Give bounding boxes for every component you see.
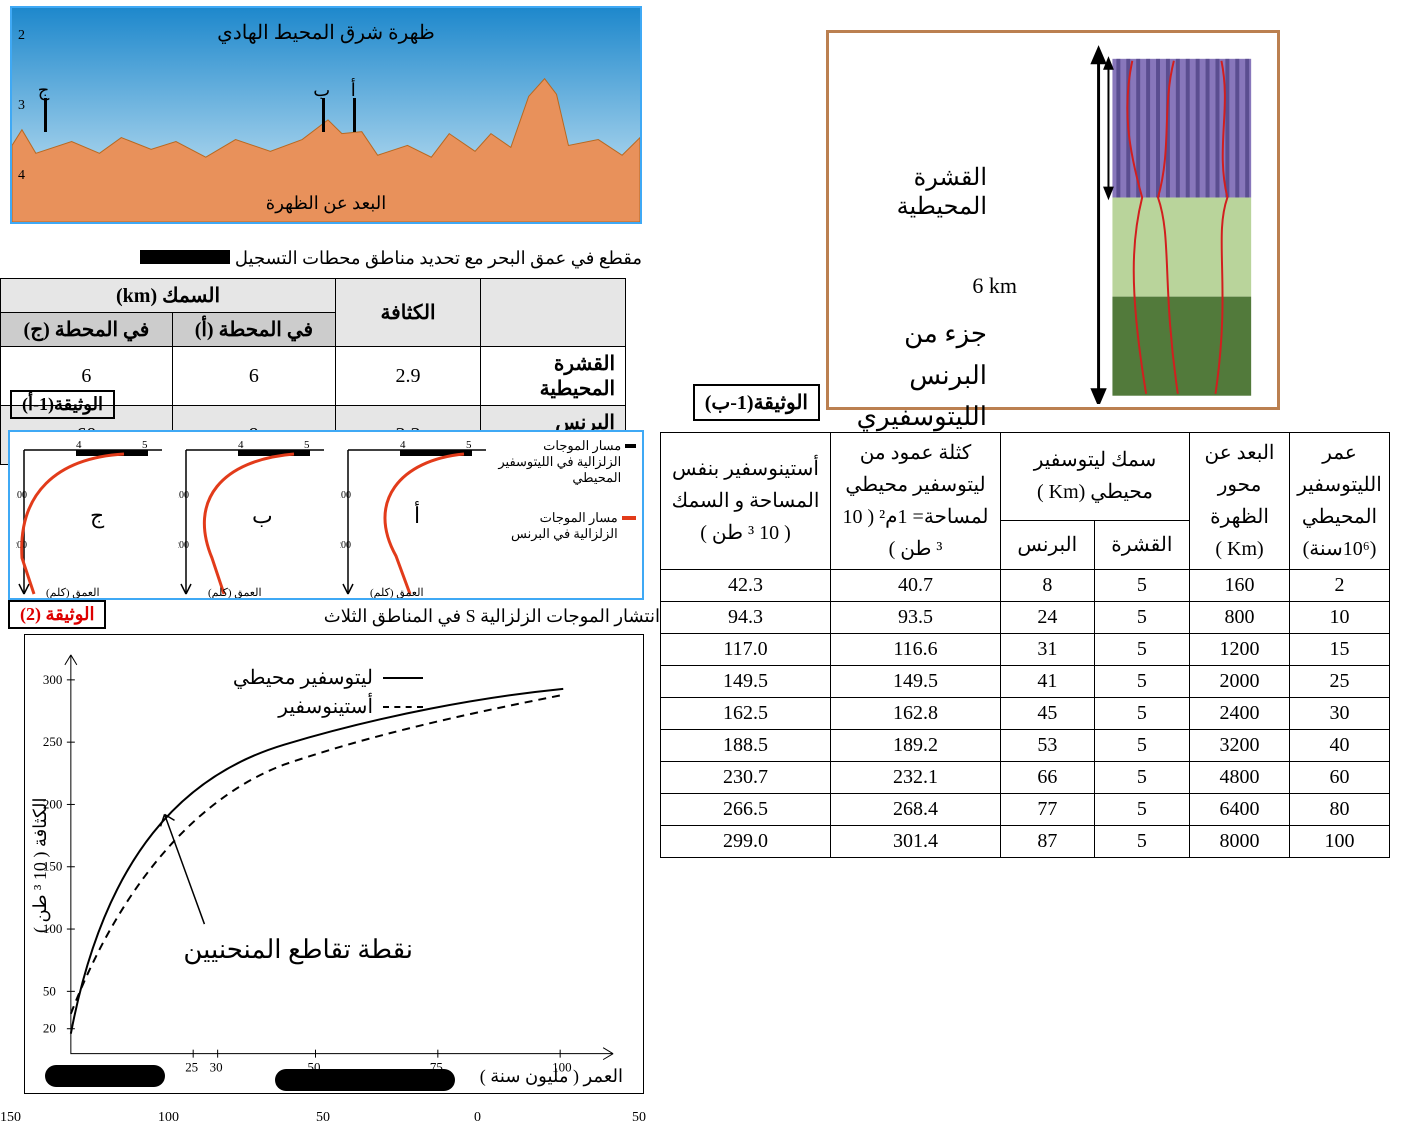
profile-title: ظهرة شرق المحيط الهادي: [12, 20, 640, 45]
density-age-chart: 2050100150200250300 25305075100 الكثافة …: [24, 634, 644, 1094]
svg-text:100: 100: [16, 490, 27, 501]
table-row: 604800566232.1230.7: [661, 762, 1390, 794]
doc1b-tag: الوثيقة(1-ب): [693, 384, 820, 421]
svg-text:ج: ج: [90, 503, 105, 529]
table-row: 302400545162.8162.5: [661, 698, 1390, 730]
table-row: 1080052493.594.3: [661, 602, 1390, 634]
svg-text:200: 200: [340, 540, 351, 551]
doc1a-tag: الوثيقة(1-أ): [10, 390, 115, 419]
table-row: 806400577268.4266.5: [661, 794, 1390, 826]
svg-text:4: 4: [238, 439, 244, 451]
table-row: 403200553189.2188.5: [661, 730, 1390, 762]
table-row: 21605840.742.3: [661, 570, 1390, 602]
svg-text:100: 100: [178, 490, 189, 501]
col-thickness: السمك (km): [1, 279, 336, 313]
svg-text:العمق (كلم): العمق (كلم): [370, 587, 424, 598]
stratigraphy-figure: القشرة المحيطية 6 km جزء من البرنس الليت…: [826, 30, 1280, 410]
svg-text:أ: أ: [414, 500, 420, 528]
col-crust: القشرة: [1094, 520, 1189, 569]
table-row: 252000541149.5149.5: [661, 666, 1390, 698]
ocean-profile-chart: ظهرة شرق المحيط الهادي البعد عن الظهرة 2…: [10, 6, 642, 224]
col-mantle: البرنس: [1001, 520, 1095, 569]
col-mass-asth: أستينوسفير بنفس المساحة و السمك ( 10 ³ ط…: [661, 433, 831, 570]
profile-caption: مقطع في عمق البحر مع تحديد مناطق محطات ا…: [10, 248, 642, 269]
swave-panel: 4 5 100 200 ج العمق (كلم) 4 5 100 200 ب …: [8, 430, 644, 600]
doc2-tag: الوثيقة (2): [8, 600, 106, 629]
svg-text:5: 5: [304, 439, 310, 451]
svg-text:30: 30: [210, 1060, 223, 1075]
col-station-c: في المحطة (ج): [1, 313, 173, 347]
svg-text:ب: ب: [252, 503, 273, 528]
table-row: 151200531116.6117.0: [661, 634, 1390, 666]
svg-text:5: 5: [142, 439, 148, 451]
svg-text:100: 100: [340, 490, 351, 501]
svg-text:200: 200: [178, 540, 189, 551]
six-km-label: 6 km: [972, 273, 1017, 299]
profile-xlabel: البعد عن الظهرة: [12, 193, 640, 214]
col-density: الكثافة: [336, 279, 481, 347]
col-station-a: في المحطة (أ): [172, 313, 335, 347]
col-mass-litho: كثلة عمود من ليتوسفير محيطي لمساحة= 1م² …: [831, 433, 1001, 570]
svg-text:العمق (كلم): العمق (كلم): [46, 587, 100, 598]
svg-text:25: 25: [185, 1060, 198, 1075]
svg-text:4: 4: [76, 439, 82, 451]
svg-text:العمق (كلم): العمق (كلم): [208, 587, 262, 598]
lithos-label: جزء من البرنس الليتوسفيري: [829, 313, 987, 438]
col-thickness: سمك ليتوسفير محيطي (Km ): [1001, 433, 1190, 521]
density-legend: ليتوسفير محيطي أستينوسفير: [233, 665, 423, 723]
svg-text:5: 5: [466, 439, 472, 451]
table-row: 1008000587301.4299.0: [661, 826, 1390, 858]
swave-legend: مسار الموجات الزلزالية في الليتوسفير الم…: [496, 438, 636, 566]
big-data-table: عمر الليتوسفير المحيطي (10⁶سنة) البعد عن…: [660, 432, 1390, 858]
density-xlabel: العمر ( مليون سنة ): [480, 1066, 623, 1087]
svg-text:4: 4: [400, 439, 406, 451]
swave-caption: انتشار الموجات الزلزالية S في المناطق ال…: [100, 606, 660, 627]
intersection-label: نقطة تقاطع المنحنيين: [183, 935, 413, 965]
col-distance: البعد عن محور الظهرة (Km ): [1190, 433, 1290, 570]
crust-label: القشرة المحيطية: [829, 163, 987, 221]
density-ylabel: الكثافة ( 10 ³ طن ): [29, 685, 53, 1045]
col-age: عمر الليتوسفير المحيطي (10⁶سنة): [1290, 433, 1390, 570]
